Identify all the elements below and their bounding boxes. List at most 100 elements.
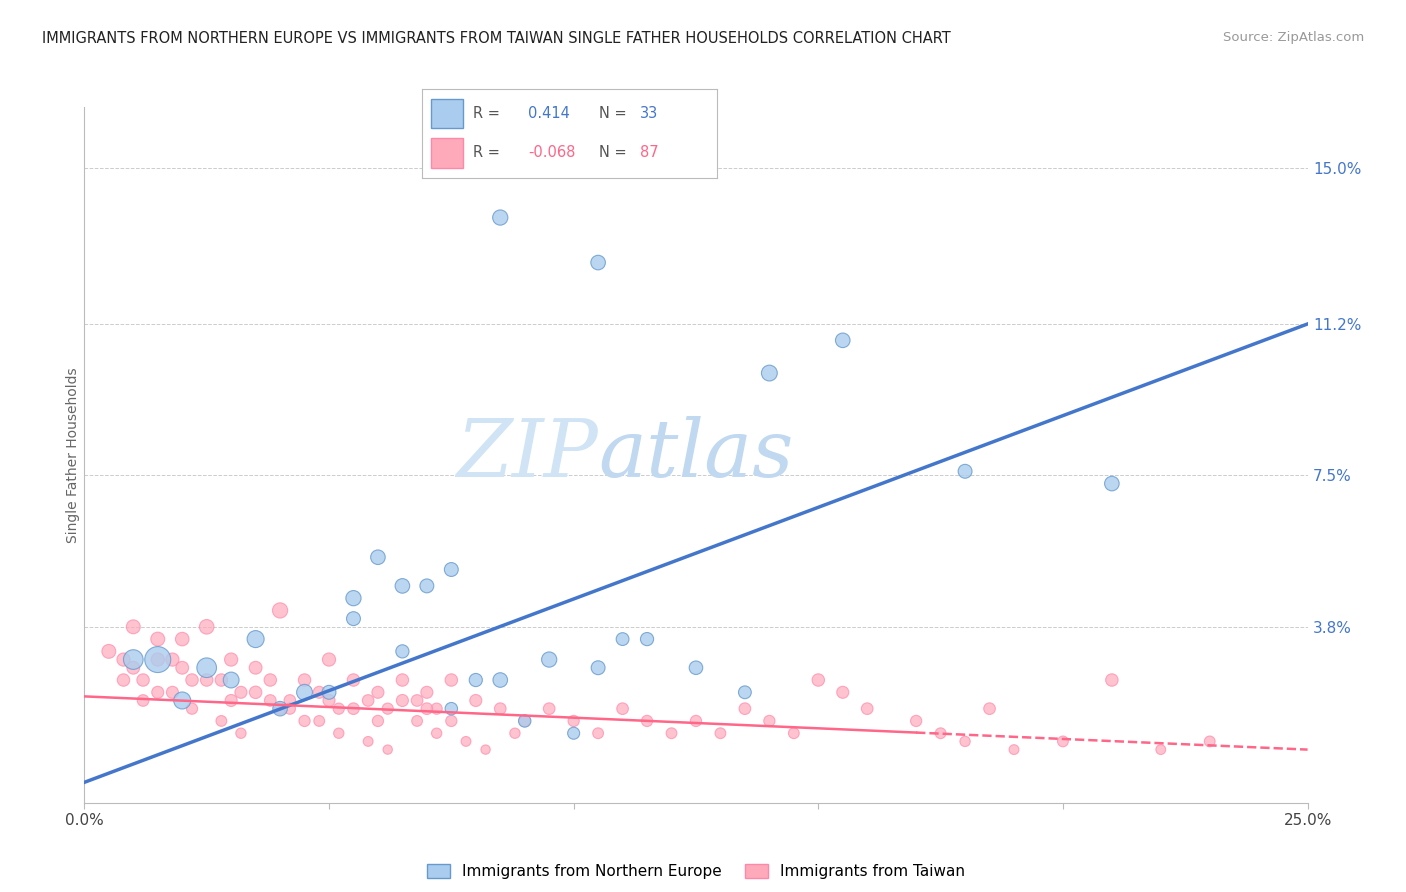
Point [122, 620, 145, 634]
Point [357, 734, 380, 748]
Point [112, 652, 135, 666]
Point [278, 701, 301, 715]
Point [758, 714, 780, 728]
Point [562, 726, 585, 740]
Point [406, 714, 429, 728]
Point [831, 685, 853, 699]
Point [831, 334, 853, 348]
Point [1101, 476, 1123, 491]
Point [464, 673, 486, 687]
Point [685, 661, 707, 675]
Point [636, 714, 658, 728]
Point [146, 685, 169, 699]
Point [162, 685, 184, 699]
Point [122, 661, 145, 675]
Point [308, 685, 330, 699]
Point [1198, 734, 1220, 748]
Point [513, 714, 536, 728]
Point [269, 701, 291, 715]
Text: IMMIGRANTS FROM NORTHERN EUROPE VS IMMIGRANTS FROM TAIWAN SINGLE FATHER HOUSEHOL: IMMIGRANTS FROM NORTHERN EUROPE VS IMMIG… [42, 31, 950, 46]
Point [1101, 673, 1123, 687]
Point [636, 632, 658, 646]
Point [661, 726, 683, 740]
Point [586, 726, 609, 740]
Point [953, 734, 976, 748]
Point [172, 693, 194, 707]
Point [318, 652, 340, 666]
Point [318, 693, 340, 707]
Text: ZIP: ZIP [457, 417, 598, 493]
Point [685, 714, 707, 728]
Point [758, 366, 780, 380]
Point [454, 734, 477, 748]
Point [219, 652, 242, 666]
Point [489, 701, 512, 715]
Point [612, 632, 634, 646]
Point [426, 726, 449, 740]
Point [278, 693, 301, 707]
Point [426, 701, 449, 715]
Point [734, 685, 756, 699]
Point [209, 673, 232, 687]
Point [229, 685, 252, 699]
Point [229, 726, 252, 740]
Point [979, 701, 1001, 715]
Point [464, 693, 486, 707]
Text: 33: 33 [640, 106, 658, 121]
Point [328, 701, 350, 715]
Point [1150, 742, 1173, 756]
Point [586, 661, 609, 675]
Point [367, 550, 389, 565]
Point [112, 673, 135, 687]
Text: -0.068: -0.068 [529, 145, 575, 161]
Point [1002, 742, 1025, 756]
Text: N =: N = [599, 145, 627, 161]
Point [308, 714, 330, 728]
Point [195, 620, 218, 634]
Point [391, 693, 413, 707]
Point [328, 726, 350, 740]
FancyBboxPatch shape [430, 138, 463, 168]
Point [122, 652, 145, 666]
Point [269, 701, 291, 715]
Point [146, 652, 169, 666]
Point [953, 464, 976, 478]
Point [416, 579, 439, 593]
Point [162, 652, 184, 666]
Text: N =: N = [599, 106, 627, 121]
Point [513, 714, 536, 728]
Point [391, 644, 413, 658]
Point [294, 685, 316, 699]
Point [783, 726, 806, 740]
Point [538, 652, 561, 666]
Point [219, 693, 242, 707]
Point [503, 726, 526, 740]
Point [489, 673, 512, 687]
Point [612, 701, 634, 715]
Point [294, 714, 316, 728]
Point [709, 726, 731, 740]
Point [195, 673, 218, 687]
Point [195, 661, 218, 675]
Point [357, 693, 380, 707]
Point [367, 685, 389, 699]
Point [905, 714, 928, 728]
Text: atlas: atlas [598, 417, 793, 493]
Point [856, 701, 879, 715]
Text: R =: R = [474, 106, 501, 121]
Text: 87: 87 [640, 145, 659, 161]
Y-axis label: Single Father Households: Single Father Households [66, 368, 80, 542]
Point [259, 673, 281, 687]
Point [538, 701, 561, 715]
FancyBboxPatch shape [430, 99, 463, 128]
Point [929, 726, 952, 740]
Point [562, 714, 585, 728]
Point [416, 701, 439, 715]
Point [489, 211, 512, 225]
Point [97, 644, 120, 658]
Point [734, 701, 756, 715]
Point [342, 591, 364, 606]
Point [342, 612, 364, 626]
Point [406, 693, 429, 707]
Text: R =: R = [474, 145, 501, 161]
